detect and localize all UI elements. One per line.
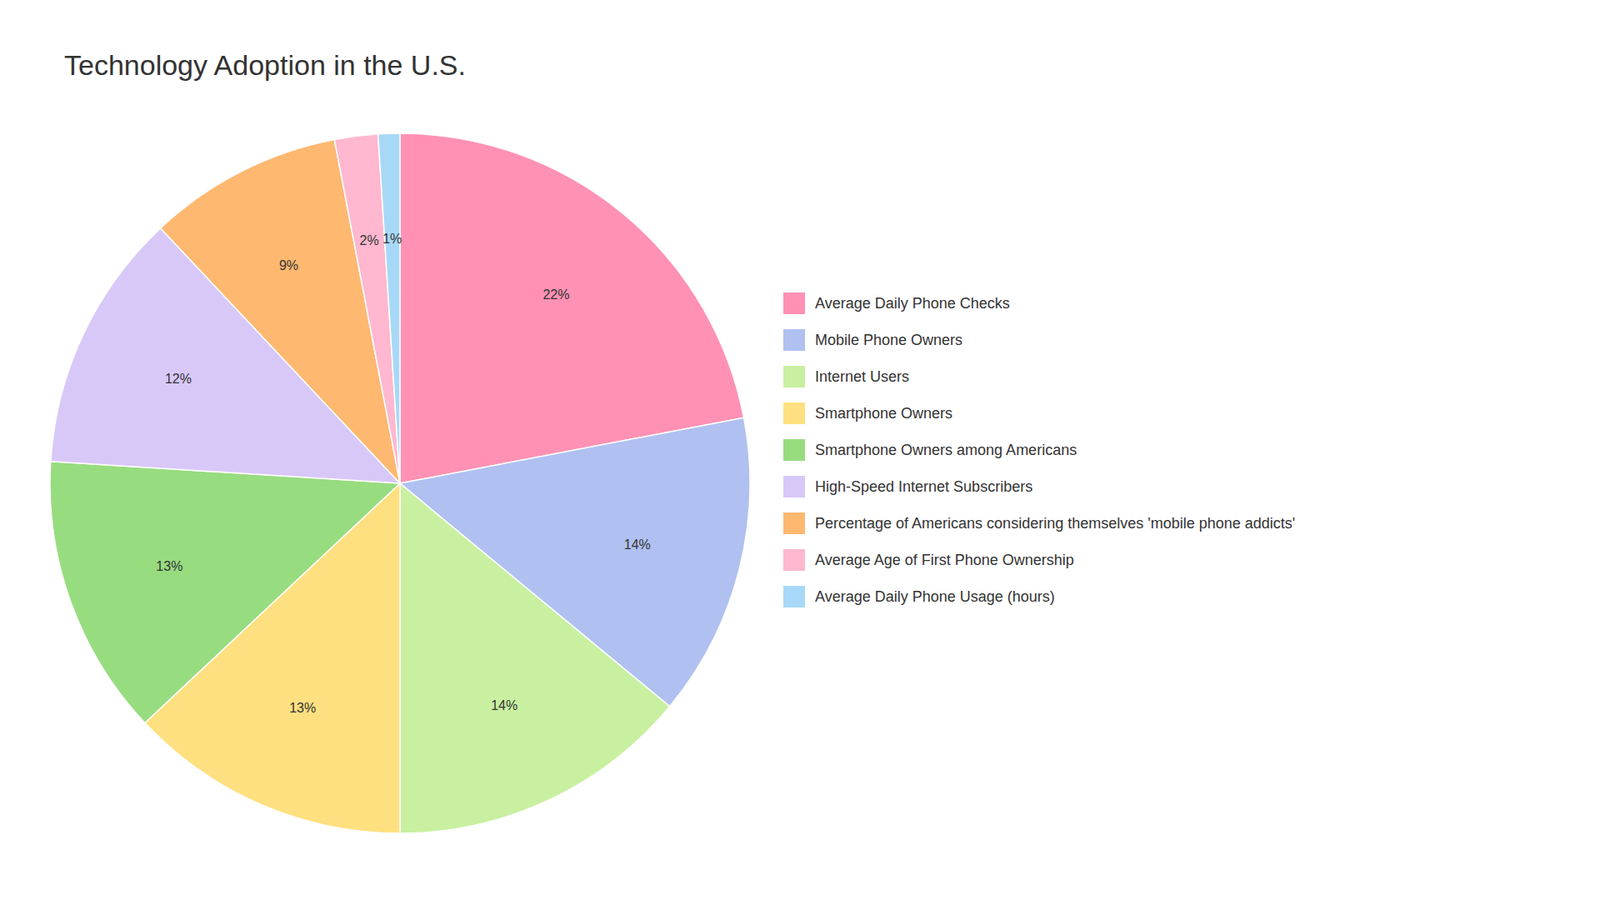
data-label: 13% xyxy=(289,700,316,715)
legend-item: Smartphone Owners xyxy=(783,402,953,425)
legend-swatch xyxy=(783,585,805,608)
legend-label: Smartphone Owners xyxy=(815,405,953,422)
legend-swatch xyxy=(783,292,805,315)
pie-slice xyxy=(334,134,400,484)
legend-item: Percentage of Americans considering them… xyxy=(783,512,1295,535)
legend-label: Smartphone Owners among Americans xyxy=(815,441,1077,459)
legend-label: High-Speed Internet Subscribers xyxy=(815,478,1033,495)
legend-swatch xyxy=(783,549,805,571)
legend-item: Average Daily Phone Usage (hours) xyxy=(783,585,1055,608)
data-label: 1% xyxy=(382,231,402,246)
legend-item: Average Daily Phone Checks xyxy=(783,292,1010,315)
data-label: 14% xyxy=(624,537,651,552)
legend-label: Internet Users xyxy=(815,368,910,385)
pie-slice xyxy=(378,133,400,484)
legend: Average Daily Phone Checks Mobile Phone O… xyxy=(783,292,1295,608)
legend-swatch xyxy=(783,475,805,498)
data-labels: 22% 14% 14% 13% 13% 12% 9% 2%1% xyxy=(155,231,650,716)
data-label: 22% xyxy=(542,287,570,302)
legend-label: Mobile Phone Owners xyxy=(815,331,963,349)
legend-item: Average Age of First Phone Ownership xyxy=(783,549,1075,571)
legend-swatch xyxy=(783,439,805,461)
legend-swatch xyxy=(783,402,805,425)
legend-label: Average Daily Phone Usage (hours) xyxy=(815,588,1055,605)
legend-swatch xyxy=(783,329,805,351)
legend-item: High-Speed Internet Subscribers xyxy=(783,475,1033,498)
legend-swatch xyxy=(783,365,805,388)
legend-swatch xyxy=(783,512,805,535)
data-label: 14% xyxy=(490,698,518,713)
pie-slice xyxy=(400,483,670,834)
data-label: 9% xyxy=(279,258,299,273)
pie-slice xyxy=(50,461,400,724)
legend-item: Smartphone Owners among Americans xyxy=(783,439,1077,461)
legend-label: Average Daily Phone Checks xyxy=(815,295,1010,312)
pie xyxy=(50,133,750,834)
legend-label: Average Age of First Phone Ownership xyxy=(815,551,1075,569)
chart-title: Technology Adoption in the U.S. xyxy=(64,49,466,81)
data-label: 12% xyxy=(165,371,192,386)
legend-label: Percentage of Americans considering them… xyxy=(815,515,1295,532)
legend-item: Internet Users xyxy=(783,365,910,388)
legend-item: Mobile Phone Owners xyxy=(783,329,963,351)
data-label: 13% xyxy=(155,559,183,574)
chart-svg: Technology Adoption in the U.S. 22% 14% 14%… xyxy=(0,0,1600,900)
data-label: 2% xyxy=(360,233,380,248)
